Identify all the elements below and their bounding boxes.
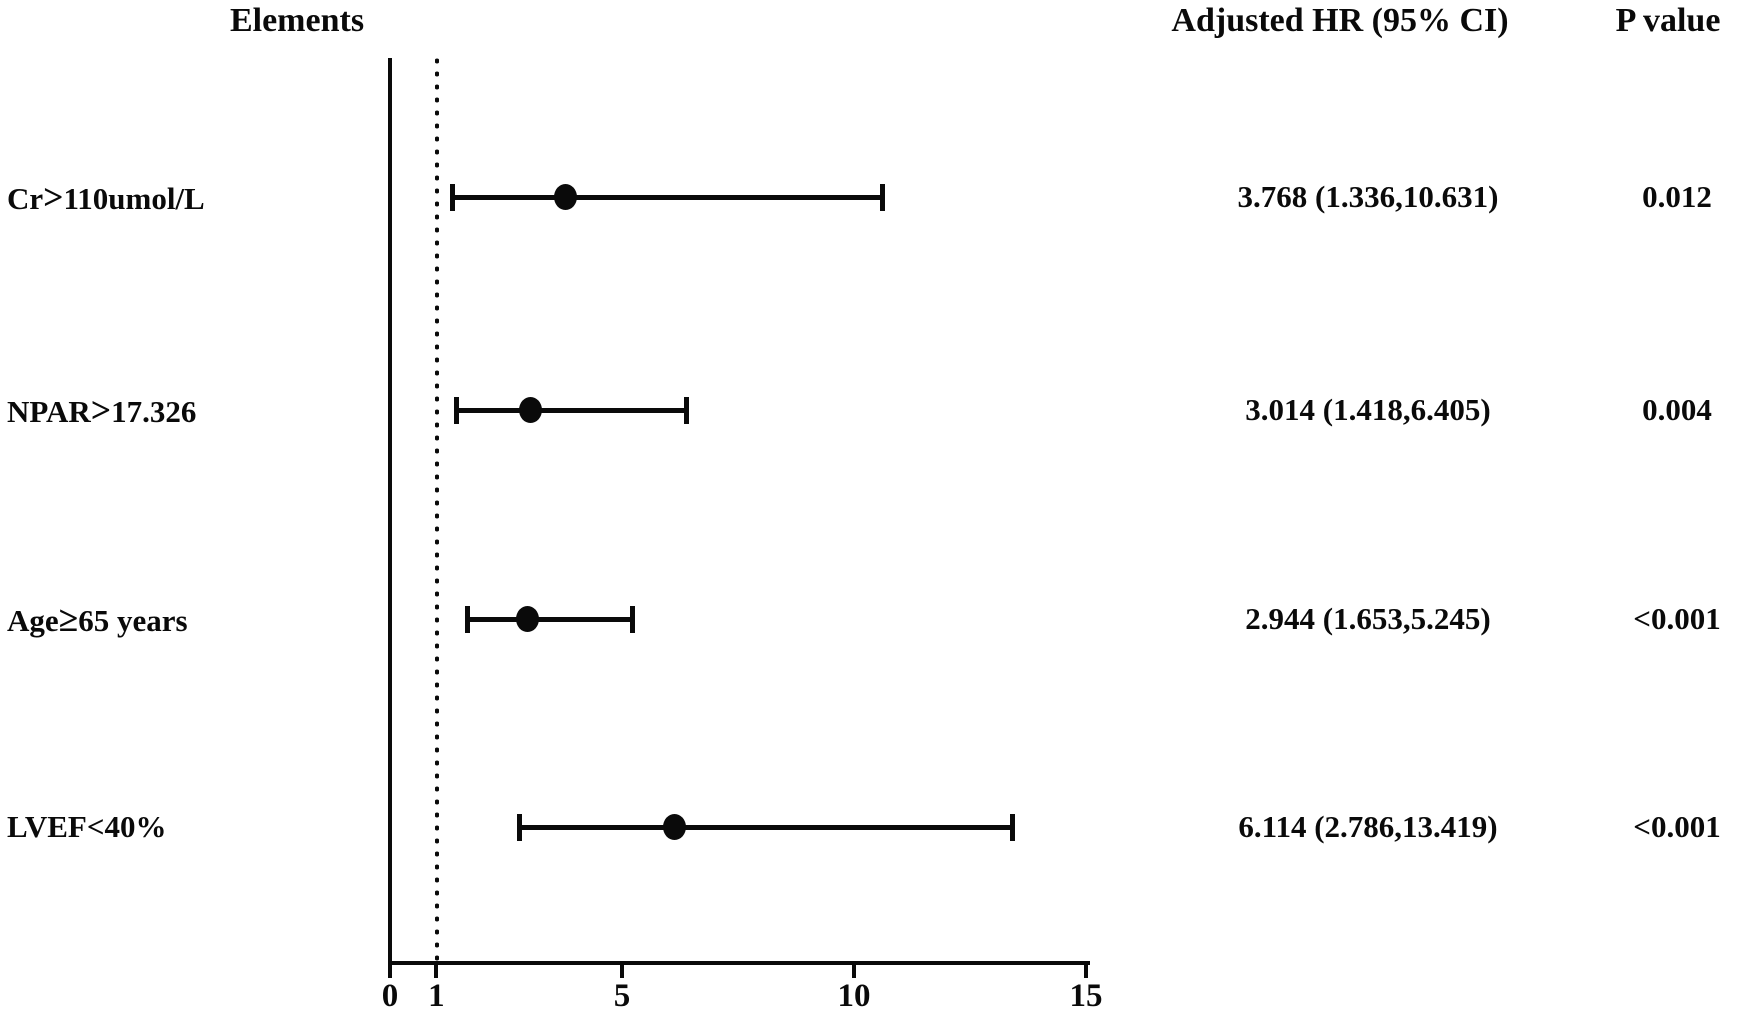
x-axis-tick xyxy=(388,963,392,978)
reference-line-hr-1 xyxy=(435,58,439,963)
p-value: 0.004 xyxy=(1642,392,1712,427)
x-axis-tick-label: 5 xyxy=(613,978,631,1014)
p-value: <0.001 xyxy=(1633,809,1721,844)
ci-cap-right xyxy=(684,397,690,424)
x-axis-tick-label: 0 xyxy=(381,978,399,1014)
ci-interval-line xyxy=(466,617,634,622)
y-axis-line xyxy=(388,58,392,963)
row-label: Age≥65 years xyxy=(7,599,188,639)
point-estimate-dot xyxy=(518,397,542,423)
x-axis-tick xyxy=(852,963,856,978)
x-axis-tick xyxy=(434,963,439,978)
point-estimate-dot xyxy=(553,184,577,210)
x-axis-tick-label: 15 xyxy=(1069,978,1103,1014)
ci-interval-line xyxy=(455,408,688,413)
row-label: LVEF<40% xyxy=(7,809,167,844)
hr-ci-value: 3.768 (1.336,10.631) xyxy=(1237,179,1499,214)
column-header-adjusted-hr: Adjusted HR (95% CI) xyxy=(1171,2,1509,39)
ci-cap-right xyxy=(1009,814,1015,841)
column-header-p-value: P value xyxy=(1615,2,1721,39)
x-axis-tick-label: 1 xyxy=(428,978,445,1014)
x-axis-tick-label: 10 xyxy=(837,978,871,1014)
point-estimate-dot xyxy=(515,606,539,632)
hr-ci-value: 3.014 (1.418,6.405) xyxy=(1245,392,1491,427)
x-axis-tick xyxy=(620,963,624,978)
p-value: 0.012 xyxy=(1642,179,1712,214)
ci-cap-right xyxy=(880,184,886,211)
point-estimate-dot xyxy=(662,814,686,840)
row-label: NPAR>17.326 xyxy=(7,390,197,430)
hr-ci-value: 6.114 (2.786,13.419) xyxy=(1238,809,1498,844)
ci-interval-line xyxy=(451,195,884,200)
ci-interval-line xyxy=(519,825,1013,830)
column-header-elements: Elements xyxy=(229,2,365,39)
p-value: <0.001 xyxy=(1633,601,1721,636)
ci-cap-left xyxy=(449,184,455,211)
ci-cap-left xyxy=(517,814,523,841)
hr-ci-value: 2.944 (1.653,5.245) xyxy=(1245,601,1491,636)
ci-cap-left xyxy=(464,606,470,633)
ci-cap-right xyxy=(630,606,636,633)
row-label: Cr>110umol/L xyxy=(7,177,205,217)
ci-cap-left xyxy=(453,397,459,424)
x-axis-line xyxy=(388,961,1090,965)
x-axis-tick xyxy=(1084,963,1088,978)
